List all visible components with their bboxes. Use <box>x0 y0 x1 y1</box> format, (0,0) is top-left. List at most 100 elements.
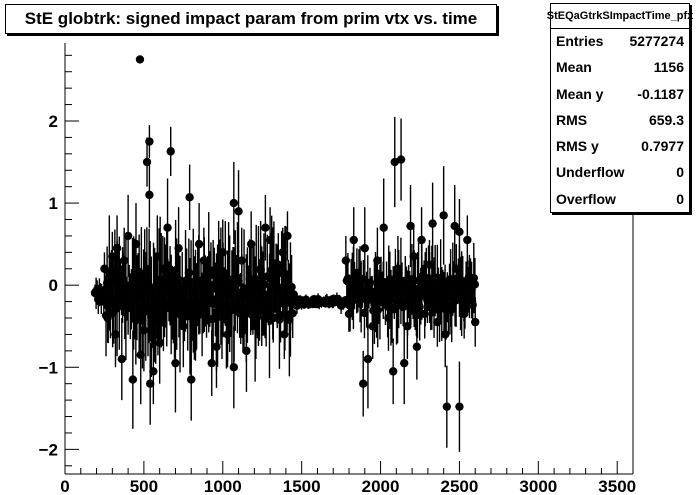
data-point <box>199 256 209 265</box>
data-point <box>467 297 477 306</box>
stats-label: Mean y <box>556 85 604 102</box>
data-points <box>91 55 480 452</box>
stats-label: Mean <box>556 59 592 76</box>
data-point <box>452 264 461 273</box>
chart-title: StE globtrk: signed impact param from pr… <box>5 4 497 34</box>
stats-row-entries: Entries 5277274 <box>551 29 689 55</box>
data-point <box>111 330 120 339</box>
stats-row-mean-y: Mean y -0.1187 <box>551 82 689 108</box>
data-point <box>393 264 403 273</box>
stats-row-rms: RMS 659.3 <box>551 108 689 134</box>
data-point <box>229 363 239 372</box>
data-point <box>373 306 382 315</box>
data-point <box>329 297 338 306</box>
data-point <box>344 309 354 319</box>
data-point <box>396 155 406 164</box>
stats-row-underflow: Underflow 0 <box>551 160 689 186</box>
data-point <box>218 248 227 257</box>
data-point <box>187 375 196 384</box>
stats-row-overflow: Overflow 0 <box>551 187 689 213</box>
data-point <box>251 322 261 331</box>
data-point <box>450 221 459 231</box>
data-point <box>139 326 149 335</box>
data-point <box>292 301 302 310</box>
data-point <box>261 223 270 232</box>
y-tick-label: 1 <box>49 194 58 213</box>
data-point <box>145 190 154 200</box>
plot-axes: 0 500 1000 1500 2000 2500 3000 3500 −2 −1 0 1 2 <box>39 43 636 495</box>
data-point <box>365 278 375 287</box>
data-point <box>229 198 239 208</box>
data-point <box>455 402 464 411</box>
data-point <box>273 260 283 269</box>
data-point <box>155 338 164 347</box>
data-point <box>278 248 287 257</box>
data-point <box>417 235 426 245</box>
data-point <box>163 223 172 232</box>
data-point <box>336 301 346 310</box>
data-point <box>158 264 168 273</box>
data-point <box>246 239 256 249</box>
y-tick-label: 2 <box>49 112 58 131</box>
data-point <box>234 207 243 216</box>
data-point <box>415 302 424 312</box>
data-point <box>153 252 162 261</box>
data-point <box>100 264 109 273</box>
data-point <box>400 358 409 368</box>
data-point <box>194 239 204 249</box>
data-point <box>300 299 310 308</box>
x-tick-label: 3500 <box>598 477 636 495</box>
stats-value: 0.7977 <box>641 138 684 155</box>
data-point <box>174 244 183 253</box>
data-point <box>368 322 377 331</box>
data-point <box>136 350 145 360</box>
stats-label: Overflow <box>556 190 616 207</box>
data-point <box>184 268 194 277</box>
data-point <box>237 256 246 265</box>
data-point <box>149 367 158 376</box>
stats-box-name: StEQaGtrkSImpactTime_pfx <box>547 4 693 29</box>
stats-value: -0.1187 <box>637 85 684 102</box>
data-point <box>313 297 322 306</box>
data-point <box>91 287 100 296</box>
data-point <box>283 231 292 241</box>
data-point <box>455 227 464 237</box>
data-point <box>269 313 278 323</box>
data-point <box>390 157 399 167</box>
data-point <box>185 193 194 202</box>
data-point <box>433 317 442 327</box>
data-point <box>286 309 295 319</box>
data-point <box>119 256 129 265</box>
data-point <box>442 402 452 411</box>
data-point <box>280 330 289 339</box>
data-point <box>341 256 351 265</box>
data-point <box>97 297 106 306</box>
data-point <box>207 314 217 324</box>
data-point <box>103 313 112 323</box>
data-point <box>256 264 265 273</box>
data-point <box>108 252 117 261</box>
x-tick-label: 2000 <box>362 477 400 495</box>
x-tick-label: 0 <box>60 477 69 495</box>
data-point <box>388 367 398 376</box>
stats-value: 5277274 <box>629 33 684 49</box>
stats-label: RMS <box>556 111 588 128</box>
y-tick-label: 0 <box>49 276 58 295</box>
y-tick-label: −1 <box>39 358 58 377</box>
data-point <box>420 309 429 319</box>
data-point <box>441 330 450 339</box>
chart-title-text: StE globtrk: signed impact param from pr… <box>24 9 478 28</box>
data-point <box>191 313 201 323</box>
data-point <box>412 342 422 351</box>
data-point <box>425 260 434 269</box>
data-point <box>424 274 433 283</box>
data-point <box>384 313 393 323</box>
stats-row-mean: Mean 1156 <box>551 55 689 81</box>
data-point <box>112 244 122 253</box>
stats-box: StEQaGtrkSImpactTime_pfx Entries 5277274… <box>547 3 693 213</box>
data-point <box>242 346 251 356</box>
x-tick-label: 3000 <box>519 477 557 495</box>
data-point <box>265 235 275 245</box>
data-point <box>135 55 145 64</box>
